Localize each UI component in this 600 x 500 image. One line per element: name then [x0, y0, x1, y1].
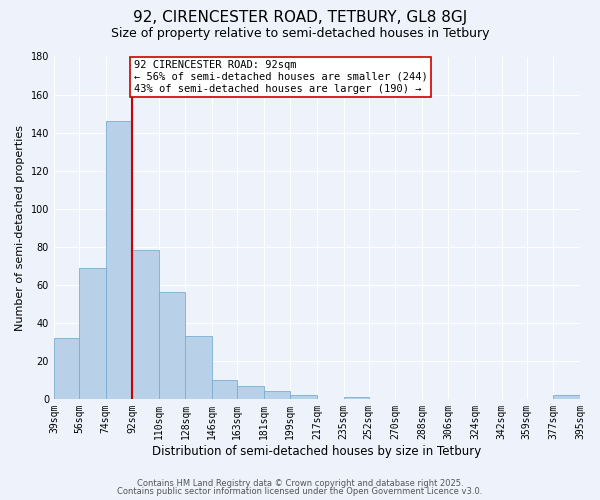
Bar: [212, 380, 237, 399]
Bar: [553, 395, 580, 399]
Bar: [185, 336, 212, 399]
Bar: [106, 121, 132, 399]
Text: Size of property relative to semi-detached houses in Tetbury: Size of property relative to semi-detach…: [111, 28, 489, 40]
Text: 92, CIRENCESTER ROAD, TETBURY, GL8 8GJ: 92, CIRENCESTER ROAD, TETBURY, GL8 8GJ: [133, 10, 467, 25]
Bar: [159, 292, 185, 399]
X-axis label: Distribution of semi-detached houses by size in Tetbury: Distribution of semi-detached houses by …: [152, 444, 482, 458]
Bar: [237, 386, 264, 399]
Y-axis label: Number of semi-detached properties: Number of semi-detached properties: [15, 124, 25, 330]
Bar: [132, 250, 159, 399]
Bar: [54, 338, 79, 399]
Text: Contains HM Land Registry data © Crown copyright and database right 2025.: Contains HM Land Registry data © Crown c…: [137, 478, 463, 488]
Bar: [344, 397, 368, 399]
Text: 92 CIRENCESTER ROAD: 92sqm
← 56% of semi-detached houses are smaller (244)
43% o: 92 CIRENCESTER ROAD: 92sqm ← 56% of semi…: [134, 60, 427, 94]
Bar: [264, 391, 290, 399]
Bar: [290, 395, 317, 399]
Bar: [79, 268, 106, 399]
Text: Contains public sector information licensed under the Open Government Licence v3: Contains public sector information licen…: [118, 487, 482, 496]
